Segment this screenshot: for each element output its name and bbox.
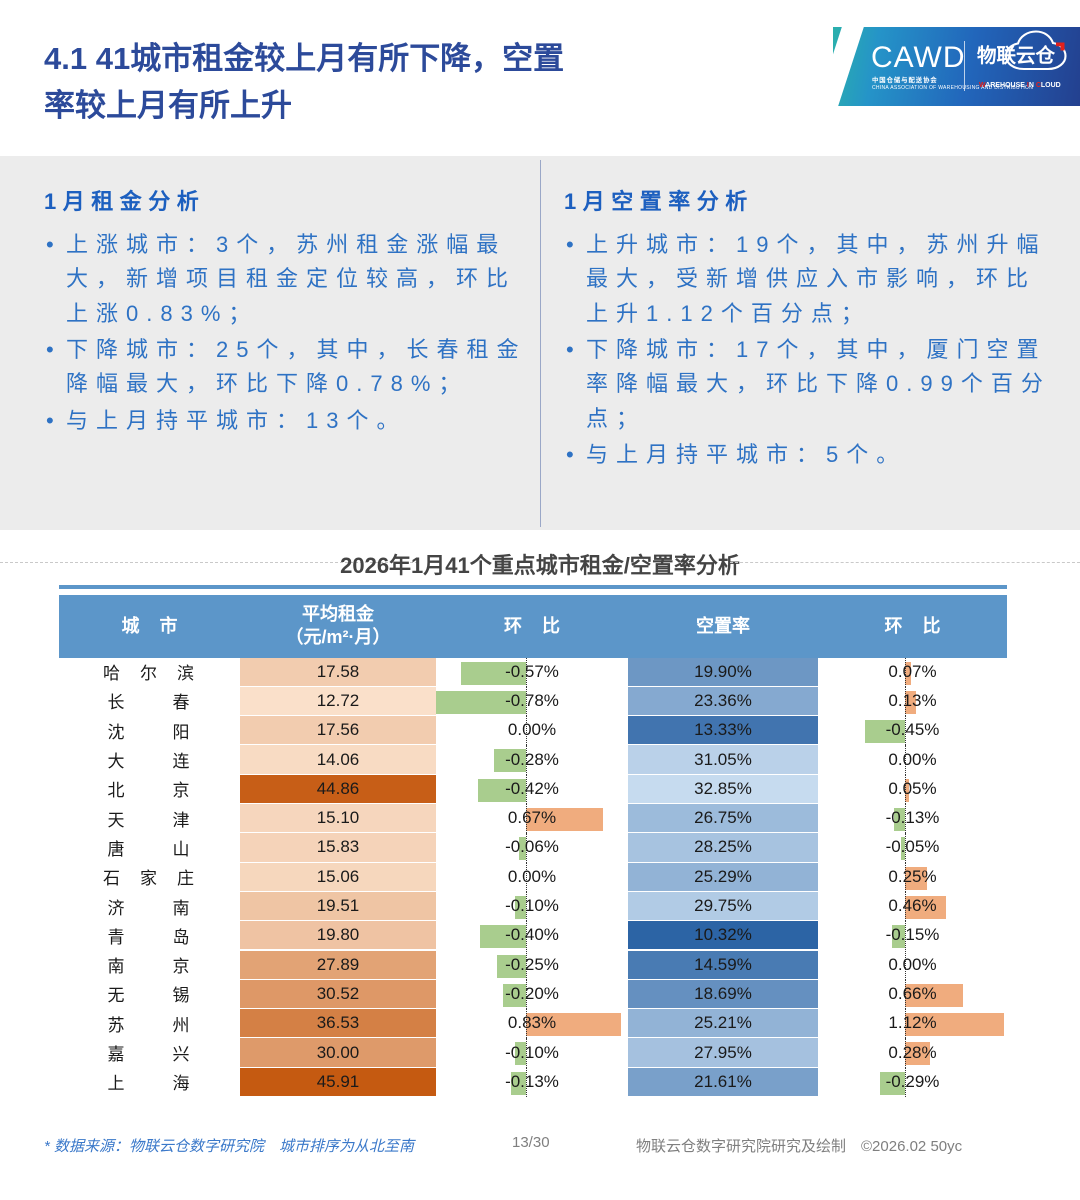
svg-text:物联云仓: 物联云仓 [977,44,1056,67]
